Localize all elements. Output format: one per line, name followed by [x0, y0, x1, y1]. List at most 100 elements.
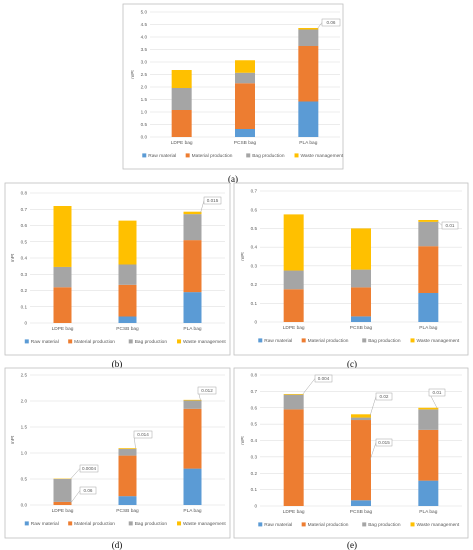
callout-box [79, 464, 99, 473]
bar-raw-material [418, 480, 439, 506]
data-label: 0.004 [318, 376, 330, 381]
y-tick-label: 0.6 [251, 207, 258, 212]
y-tick-label: 0.0 [21, 503, 28, 508]
data-label: 0.0004 [82, 466, 96, 471]
bar-waste-management [298, 28, 319, 30]
callout-leader [369, 396, 377, 417]
y-tick-label: 0.4 [251, 438, 258, 443]
y-tick-label: 0.1 [251, 487, 258, 492]
chart-panel-3: 0 0.1 0.2 0.3 0.4 0.5 0.6 0.7 mPt LDPE bag PCSB ba… [233, 182, 469, 369]
y-tick-label: 0 [24, 321, 27, 326]
x-tick-label: PCSB bag [350, 325, 373, 331]
y-tick-label: 0.5 [21, 239, 28, 244]
legend-label: Material production [308, 522, 349, 528]
y-tick-label: 0.2 [251, 282, 258, 287]
y-tick-label: 4.0 [141, 35, 148, 40]
legend-swatch [362, 338, 367, 343]
bar-waste-management [183, 211, 202, 215]
bar-bag-production [351, 417, 371, 421]
legend-swatch [128, 339, 133, 344]
bar-material-production [53, 287, 72, 323]
x-tick-label: LDPE bag [52, 508, 74, 514]
bar-material-production [351, 287, 371, 317]
y-tick-label: 2.0 [21, 399, 28, 404]
callout-box [441, 221, 459, 230]
y-tick-label: 5.0 [141, 10, 148, 15]
bar-waste-management [171, 70, 192, 88]
x-tick-label: PCSB bag [116, 326, 139, 332]
bar-waste-management [118, 448, 137, 449]
bar-bag-production [283, 270, 304, 290]
y-tick-label: 0.7 [251, 189, 258, 194]
bar-bag-production [418, 221, 439, 247]
y-tick-label: 1.5 [21, 425, 28, 430]
legend-label: Bag production [368, 522, 401, 528]
chart-panel-2: 0 0.1 0.2 0.3 0.4 0.5 0.6 0.7 0.8 mPt LDPE bag PCSB… [4, 182, 231, 369]
callout-box [314, 374, 333, 383]
y-tick-label: 0.2 [251, 471, 258, 476]
y-tick-label: 0.5 [141, 122, 148, 127]
bar-material-production [298, 46, 319, 102]
y-tick-label: 0.4 [251, 245, 258, 250]
y-axis-label: mPt [130, 70, 136, 79]
y-tick-label: 1.0 [141, 110, 148, 115]
legend-swatch [301, 522, 306, 527]
bar-waste-management [118, 220, 137, 265]
callout-leader [317, 22, 323, 29]
bar-waste-management [183, 399, 202, 401]
legend-swatch [410, 338, 415, 343]
bar-bag-production [171, 88, 192, 110]
bar-waste-management [283, 214, 304, 271]
panel-label: (e) [347, 540, 357, 550]
legend-swatch [24, 339, 29, 344]
x-tick-label: PLA bag [419, 325, 437, 331]
x-tick-label: PCSB bag [116, 508, 139, 514]
bar-material-production [351, 420, 371, 501]
bar-material-production [183, 408, 202, 469]
legend-label: Waste management [183, 521, 226, 527]
x-tick-label: PLA bag [419, 509, 437, 515]
legend-swatch [68, 521, 73, 526]
y-tick-label: 1.5 [141, 97, 148, 102]
legend-swatch [185, 153, 190, 158]
callout-leader [302, 378, 316, 395]
bar-raw-material [118, 496, 137, 505]
y-tick-label: 0.8 [251, 373, 258, 378]
y-tick-label: 0.3 [21, 272, 28, 277]
data-label: 0.02 [380, 394, 389, 399]
bar-raw-material [351, 316, 371, 322]
x-tick-label: LDPE bag [52, 326, 74, 332]
legend-label: Bag production [252, 153, 285, 159]
y-axis-label: mPt [240, 252, 246, 261]
legend-label: Bag production [135, 521, 168, 527]
legend-label: Waste management [417, 338, 460, 344]
y-tick-label: 3.0 [141, 60, 148, 65]
callout-box [133, 430, 153, 439]
bar-material-production [118, 284, 137, 317]
x-tick-label: LDPE bag [283, 325, 305, 331]
bar-material-production [183, 240, 202, 293]
bar-bag-production [118, 448, 137, 456]
x-tick-label: PLA bag [183, 326, 201, 332]
bar-material-production [418, 246, 439, 293]
bar-waste-management [351, 414, 371, 418]
legend-label: Raw material [31, 339, 59, 345]
callout-box [203, 196, 222, 205]
legend-swatch [24, 521, 29, 526]
panel-label: (b) [112, 359, 123, 369]
callout-box [79, 486, 97, 495]
bar-raw-material [183, 468, 202, 505]
legend-swatch [177, 339, 182, 344]
bar-material-production [53, 501, 72, 505]
legend-swatch [258, 522, 263, 527]
legend-label: Raw material [264, 522, 292, 528]
y-tick-label: 0.3 [251, 454, 258, 459]
data-label: 0.015 [378, 440, 390, 445]
y-tick-label: 0.0 [141, 135, 148, 140]
legend-swatch [362, 522, 367, 527]
legend-swatch [128, 521, 133, 526]
legend-label: Bag production [135, 339, 168, 345]
bar-waste-management [351, 228, 371, 270]
panel-label: (d) [112, 540, 123, 550]
